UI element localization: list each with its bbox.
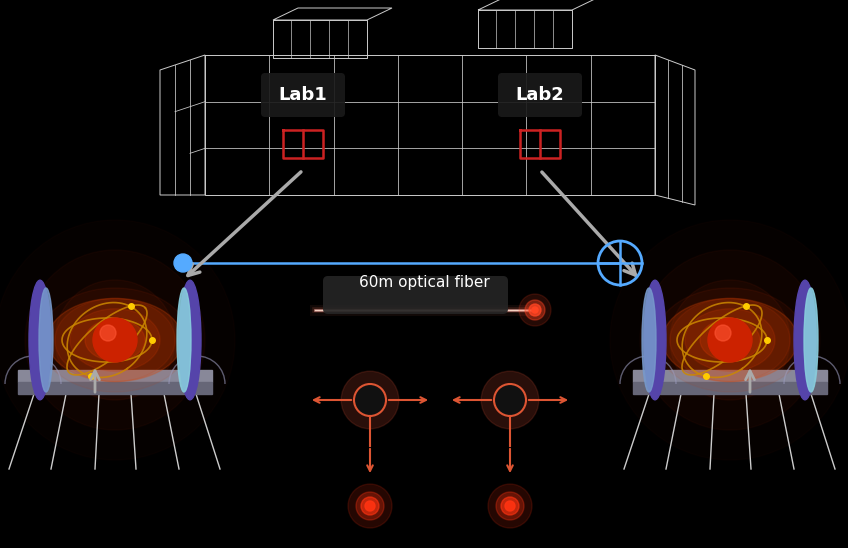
Circle shape [640, 250, 820, 430]
Circle shape [25, 250, 205, 430]
Polygon shape [18, 370, 212, 382]
Circle shape [501, 497, 519, 515]
Circle shape [708, 318, 752, 362]
Circle shape [496, 492, 524, 520]
Circle shape [525, 300, 545, 320]
Ellipse shape [85, 319, 145, 361]
Circle shape [174, 254, 192, 272]
Ellipse shape [644, 280, 666, 400]
Circle shape [361, 497, 379, 515]
Circle shape [519, 294, 551, 326]
Circle shape [488, 484, 532, 528]
Circle shape [505, 501, 515, 511]
FancyBboxPatch shape [323, 276, 508, 314]
Ellipse shape [100, 329, 130, 350]
Ellipse shape [685, 309, 775, 371]
Circle shape [348, 484, 392, 528]
Ellipse shape [670, 299, 790, 381]
Text: 60m optical fiber: 60m optical fiber [359, 275, 489, 289]
Ellipse shape [700, 319, 760, 361]
Ellipse shape [179, 280, 201, 400]
Circle shape [670, 280, 790, 400]
Polygon shape [633, 382, 827, 394]
Text: Lab1: Lab1 [279, 86, 327, 104]
Ellipse shape [662, 299, 797, 381]
Circle shape [481, 371, 538, 429]
Ellipse shape [794, 280, 816, 400]
Polygon shape [633, 370, 827, 382]
Circle shape [365, 501, 375, 511]
FancyBboxPatch shape [261, 73, 345, 117]
Ellipse shape [29, 280, 51, 400]
Ellipse shape [177, 288, 191, 392]
Circle shape [100, 325, 116, 341]
Ellipse shape [642, 288, 656, 392]
Circle shape [356, 492, 384, 520]
Polygon shape [18, 382, 212, 394]
FancyBboxPatch shape [498, 73, 582, 117]
Circle shape [529, 304, 541, 316]
Circle shape [715, 325, 731, 341]
Text: Lab2: Lab2 [516, 86, 565, 104]
Ellipse shape [55, 299, 175, 381]
Ellipse shape [40, 288, 190, 392]
Ellipse shape [47, 299, 182, 381]
Ellipse shape [39, 288, 53, 392]
Ellipse shape [655, 288, 805, 392]
Ellipse shape [804, 288, 818, 392]
Circle shape [341, 371, 399, 429]
Ellipse shape [715, 329, 745, 350]
Circle shape [354, 384, 386, 416]
Circle shape [494, 384, 526, 416]
Circle shape [532, 307, 538, 313]
Circle shape [93, 318, 137, 362]
Circle shape [55, 280, 175, 400]
Ellipse shape [70, 309, 160, 371]
